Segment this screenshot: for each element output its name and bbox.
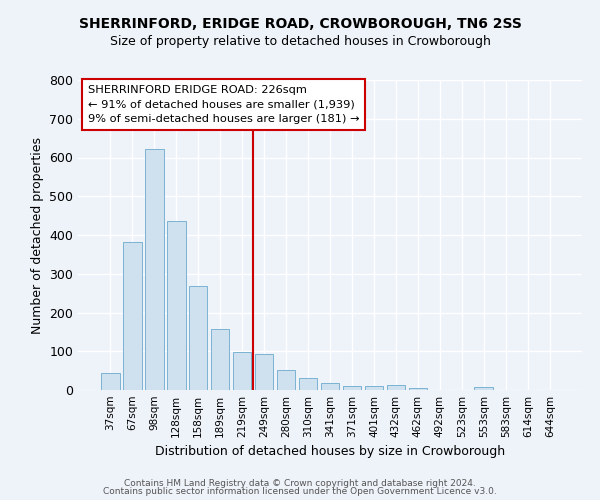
Text: Contains HM Land Registry data © Crown copyright and database right 2024.: Contains HM Land Registry data © Crown c… [124, 478, 476, 488]
Bar [475, 387, 493, 390]
Bar [277, 370, 295, 390]
X-axis label: Distribution of detached houses by size in Crowborough: Distribution of detached houses by size … [155, 446, 505, 458]
Text: SHERRINFORD ERIDGE ROAD: 226sqm
← 91% of detached houses are smaller (1,939)
9% : SHERRINFORD ERIDGE ROAD: 226sqm ← 91% of… [88, 84, 359, 124]
Text: Size of property relative to detached houses in Crowborough: Size of property relative to detached ho… [110, 35, 490, 48]
Bar [167, 220, 185, 390]
Bar [145, 149, 164, 390]
Bar [386, 386, 405, 390]
Bar [320, 383, 340, 390]
Bar [409, 388, 427, 390]
Bar [299, 378, 317, 390]
Bar [365, 386, 383, 390]
Text: Contains public sector information licensed under the Open Government Licence v3: Contains public sector information licen… [103, 487, 497, 496]
Bar [233, 352, 251, 390]
Text: SHERRINFORD, ERIDGE ROAD, CROWBOROUGH, TN6 2SS: SHERRINFORD, ERIDGE ROAD, CROWBOROUGH, T… [79, 18, 521, 32]
Bar [343, 386, 361, 390]
Bar [211, 329, 229, 390]
Bar [101, 372, 119, 390]
Y-axis label: Number of detached properties: Number of detached properties [31, 136, 44, 334]
Bar [123, 242, 142, 390]
Bar [189, 286, 208, 390]
Bar [255, 354, 274, 390]
